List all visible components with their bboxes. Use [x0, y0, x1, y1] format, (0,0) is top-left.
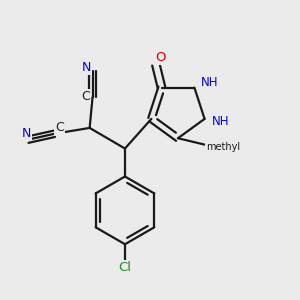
- Text: C: C: [82, 91, 91, 103]
- Text: O: O: [155, 51, 166, 64]
- Text: N: N: [81, 61, 91, 74]
- Text: Cl: Cl: [118, 261, 131, 274]
- Text: C: C: [55, 121, 64, 134]
- Text: NH: NH: [212, 115, 230, 128]
- Text: methyl: methyl: [206, 142, 240, 152]
- Text: NH: NH: [200, 76, 218, 89]
- Text: N: N: [22, 127, 31, 140]
